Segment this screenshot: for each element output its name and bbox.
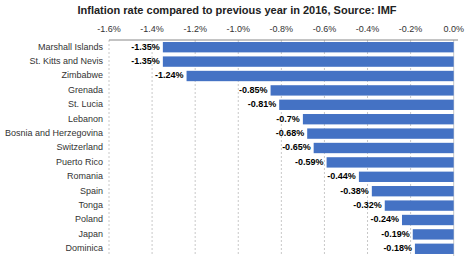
category-label: Spain [80, 186, 103, 196]
data-label: -0.65% [282, 142, 311, 152]
data-label: -1.35% [131, 56, 160, 66]
data-label: -0.81% [248, 99, 277, 109]
title: Inflation rate compared to previous year… [77, 4, 396, 16]
bar [271, 85, 454, 95]
data-label: -0.19% [381, 229, 410, 239]
bar [163, 56, 454, 66]
data-label: -0.85% [239, 85, 268, 95]
tick-label: -0.2% [399, 24, 423, 34]
category-label: Tonga [78, 200, 103, 210]
data-label: -0.68% [276, 128, 305, 138]
tick-label: -1.4% [140, 24, 164, 34]
tick-label: 0.0% [443, 24, 464, 34]
data-label: -0.44% [327, 171, 356, 181]
tick-label: -1.6% [97, 24, 121, 34]
category-label: Puerto Rico [56, 157, 103, 167]
category-label: St. Lucia [68, 99, 103, 109]
tick-label: -0.4% [356, 24, 380, 34]
data-label: -0.59% [295, 157, 324, 167]
bar [279, 100, 454, 110]
data-label: -1.35% [131, 42, 160, 52]
bar [385, 200, 454, 210]
category-label: Zimbabwe [61, 70, 103, 80]
bar [359, 172, 454, 182]
category-label: St. Kitts and Nevis [29, 56, 103, 66]
data-labels: -0.18% -0.19% -0.24% -0.32% -0.38% -0.44%-0.5… [131, 42, 412, 254]
data-label: -0.24% [370, 214, 399, 224]
bar [372, 186, 454, 196]
bar [163, 42, 454, 52]
category-label: Grenada [68, 85, 103, 95]
category-label: Lebanon [68, 114, 103, 124]
category-label: Bosnia and Herzegovina [5, 128, 103, 138]
data-label: -0.18% [383, 243, 412, 253]
bar [415, 244, 454, 254]
chart: Inflation rate compared to previous year… [0, 0, 474, 262]
data-label: -0.38% [340, 186, 369, 196]
grid [109, 40, 454, 256]
tick-label: -0.6% [313, 24, 337, 34]
bar [413, 229, 454, 239]
tick-label: -1.2% [183, 24, 207, 34]
bar [402, 215, 454, 225]
bar [303, 114, 454, 124]
tick-label: -1.0% [227, 24, 251, 34]
grid-line [152, 40, 153, 256]
tick-label: -0.8% [270, 24, 294, 34]
data-label: -1.24% [155, 70, 184, 80]
data-label: -0.32% [353, 200, 382, 210]
category-label: Switzerland [56, 142, 103, 152]
bar [187, 71, 454, 81]
category-label: Japan [78, 229, 103, 239]
x-axis-line [109, 40, 458, 41]
data-label: -0.7% [276, 114, 300, 124]
category-label: Romania [67, 171, 103, 181]
y-axis: Dominica Japan Poland Tonga Spain Romania Puer… [5, 42, 104, 254]
grid-line [109, 40, 110, 256]
category-label: Marshall Islands [38, 42, 104, 52]
bar [307, 128, 453, 138]
bar [327, 157, 454, 167]
bar [314, 143, 454, 153]
x-axis: -1.6% -1.4% -1.2% -1.0% -0.8% -0.6% -0.4% -0.2%… [97, 24, 464, 40]
category-label: Dominica [65, 243, 103, 253]
bars [163, 42, 454, 254]
category-label: Poland [75, 214, 103, 224]
